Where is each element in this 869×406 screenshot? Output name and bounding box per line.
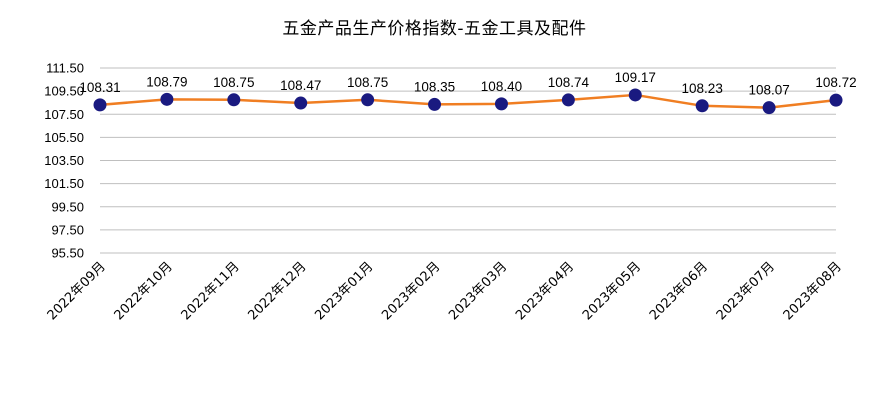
chart-title: 五金产品生产价格指数-五金工具及配件	[282, 19, 587, 39]
data-point	[361, 93, 375, 107]
data-label: 108.74	[548, 75, 590, 90]
data-label: 108.79	[146, 74, 187, 89]
x-tick-label: 2022年10月	[112, 259, 176, 323]
x-axis-ticks: 2022年09月 2022年10月 2022年11月 2022年12月 2023年01月…	[45, 259, 845, 323]
data-labels: 108.31 108.79 108.75 108.47 108.75 108.35 108.…	[79, 70, 856, 98]
data-point	[561, 93, 575, 107]
y-tick-label: 107.50	[44, 107, 84, 122]
data-point	[762, 101, 776, 115]
y-tick-label: 111.50	[46, 61, 84, 76]
series-line	[99, 93, 837, 109]
y-tick-label: 97.50	[51, 222, 84, 237]
data-point	[695, 99, 709, 113]
x-tick-label: 2023年03月	[446, 259, 510, 323]
data-label: 108.31	[79, 80, 120, 95]
x-tick-label: 2023年06月	[647, 259, 711, 323]
series-line-path	[99, 93, 837, 109]
gridlines	[100, 67, 836, 254]
data-label: 108.35	[414, 79, 455, 94]
data-point	[494, 97, 508, 111]
y-tick-label: 101.50	[44, 176, 84, 191]
x-tick-label: 2022年11月	[179, 259, 243, 323]
y-tick-label: 95.50	[51, 246, 84, 261]
data-point	[428, 97, 442, 111]
data-label: 108.40	[481, 79, 522, 94]
y-tick-label: 99.50	[51, 199, 84, 214]
x-tick-label: 2023年02月	[379, 259, 443, 323]
x-tick-label: 2023年05月	[580, 259, 644, 323]
data-point	[93, 98, 107, 112]
data-label: 108.23	[682, 81, 723, 96]
y-tick-label: 103.50	[44, 153, 84, 168]
data-point	[160, 92, 174, 106]
data-label: 108.72	[815, 75, 856, 90]
x-tick-label: 2023年01月	[312, 259, 376, 323]
data-point	[227, 93, 241, 107]
x-tick-label: 2022年12月	[245, 259, 309, 323]
x-tick-label: 2023年08月	[781, 259, 845, 323]
data-point	[628, 88, 642, 102]
y-axis-ticks: 111.50 109.50 107.50 105.50 103.50 101.50 99.5…	[44, 61, 84, 261]
x-tick-label: 2023年07月	[714, 259, 778, 323]
data-label: 108.07	[748, 83, 789, 98]
data-label: 109.17	[615, 70, 656, 85]
x-tick-label: 2023年04月	[513, 259, 577, 323]
data-point	[294, 96, 308, 110]
series-markers	[93, 88, 843, 115]
x-tick-label: 2022年09月	[45, 259, 109, 323]
data-label: 108.75	[347, 75, 388, 90]
y-tick-label: 109.50	[44, 84, 84, 99]
y-tick-label: 105.50	[44, 130, 84, 145]
data-label: 108.75	[213, 75, 254, 90]
data-label: 108.47	[280, 78, 321, 93]
data-point	[829, 93, 843, 107]
